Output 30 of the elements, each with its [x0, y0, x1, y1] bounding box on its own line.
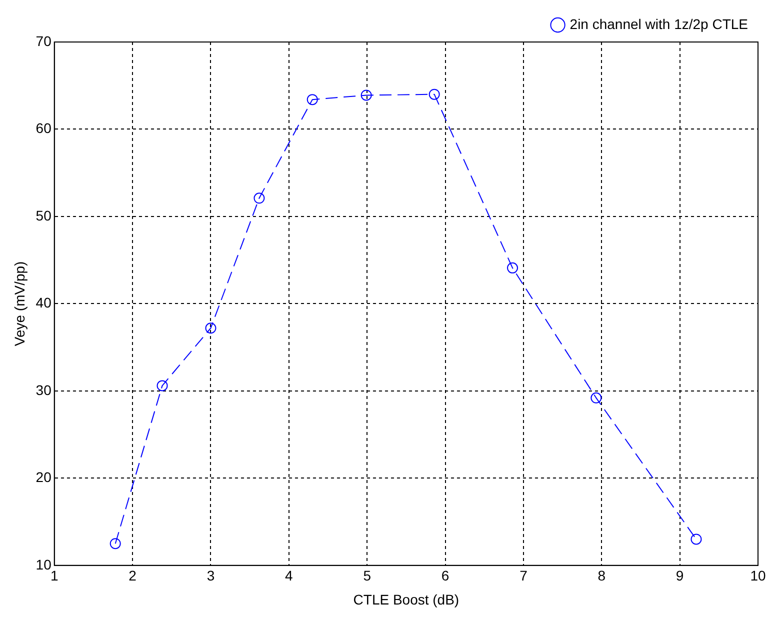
y-axis-title: Veye (mV/pp) [11, 261, 28, 346]
point [110, 538, 121, 550]
x-tick-label: 7 [520, 568, 528, 584]
legend-label: 2in channel with 1z/2p CTLE [570, 16, 748, 32]
point [254, 192, 265, 204]
x-tick-label: 5 [363, 568, 372, 584]
x-tick-label: 8 [598, 568, 606, 584]
point [507, 262, 518, 274]
y-tick-label: 50 [36, 207, 52, 224]
point [156, 380, 168, 392]
x-axis-title: CTLE Boost (dB) [353, 591, 460, 608]
x-tick-label: 6 [441, 568, 450, 584]
y-tick-label: 30 [36, 382, 52, 398]
point [360, 90, 372, 101]
y-tick-label: 10 [36, 556, 52, 572]
point [428, 88, 440, 100]
point [205, 322, 216, 334]
y-tick-label: 40 [36, 294, 52, 311]
y-tick-label: 20 [36, 469, 52, 486]
y-tick-label: 70 [36, 32, 52, 49]
x-tick-label: 10 [750, 568, 766, 584]
point [306, 94, 318, 106]
x-tick-label: 9 [676, 568, 684, 584]
x-tick-label: 2 [128, 568, 137, 584]
x-tick-label: 1 [50, 568, 58, 584]
x-tick-label: 4 [285, 568, 294, 584]
point [590, 392, 602, 404]
y-tick-label: 60 [36, 120, 52, 136]
point [690, 534, 702, 545]
x-tick-label: 3 [206, 568, 215, 584]
